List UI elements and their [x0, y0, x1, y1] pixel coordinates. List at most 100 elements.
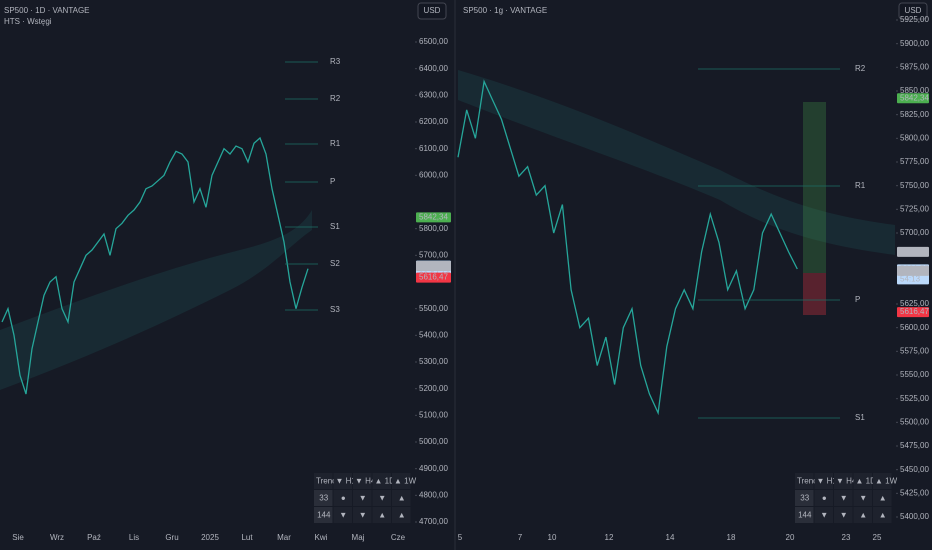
pivot-label: S1	[330, 222, 340, 231]
price-line	[457, 79, 798, 416]
x-tick-label: Maj	[352, 533, 365, 542]
table-cell	[353, 507, 372, 523]
y-tick-label: 6300,00	[419, 90, 448, 99]
y-tick-label: 5800,00	[900, 133, 929, 142]
y-tick-label: 5575,00	[900, 346, 929, 355]
x-tick-label: Kwi	[315, 533, 328, 542]
y-tick-label: 5425,00	[900, 488, 929, 497]
table-value: ▲	[398, 511, 406, 520]
table-header: ▼ H4	[355, 477, 376, 486]
y-tick-label: 5450,00	[900, 465, 929, 474]
y-tick-label: 5725,00	[900, 204, 929, 213]
y-tick-label: 6100,00	[419, 144, 448, 153]
table-cell	[814, 490, 833, 506]
table-value: ▲	[378, 511, 386, 520]
x-tick-label: Wrz	[50, 533, 64, 542]
table-header: ▼ H1	[817, 477, 838, 486]
table-cell	[814, 507, 833, 523]
table-cell	[372, 507, 391, 523]
currency-button[interactable]	[417, 2, 447, 20]
y-tick-label: 5825,00	[900, 110, 929, 119]
y-tick-label: 5100,00	[419, 410, 448, 419]
table-cell	[314, 490, 333, 506]
loss-zone	[803, 273, 826, 315]
y-tick-label: 6200,00	[419, 117, 448, 126]
table-header: Trend	[316, 477, 337, 486]
table-cell	[392, 473, 411, 489]
table-cell	[853, 473, 872, 489]
x-tick-label: 25	[873, 533, 882, 542]
table-cell	[795, 490, 814, 506]
ribbon	[0, 210, 312, 390]
x-tick-label: 12	[605, 533, 614, 542]
table-value: ▲	[859, 511, 867, 520]
table-value: ▼	[359, 494, 367, 503]
x-tick-label: Paź	[87, 533, 101, 542]
y-tick-label: 5400,00	[900, 512, 929, 521]
price-badge-label: 5616,47	[419, 273, 448, 282]
y-tick-label: 5500,00	[419, 304, 448, 313]
table-value: ▼	[359, 511, 367, 520]
table-value: 144	[317, 511, 331, 520]
pivot-label: P	[330, 177, 335, 186]
table-cell	[853, 507, 872, 523]
currency[interactable]: USD	[424, 6, 441, 15]
price-badge	[897, 246, 929, 257]
table-value: ●	[341, 494, 346, 503]
title: SP500 · 1g · VANTAGE	[463, 6, 547, 15]
price-badge-label: 5660,05	[419, 261, 448, 270]
table-value: ▲	[879, 494, 887, 503]
y-tick-label: 4700,00	[419, 517, 448, 526]
x-tick-label: 18	[727, 533, 736, 542]
y-tick-label: 5550,00	[900, 370, 929, 379]
price-badge	[897, 265, 929, 276]
pivot-label: R1	[330, 139, 341, 148]
x-tick-label: Lis	[129, 533, 139, 542]
y-tick-label: 5000,00	[419, 437, 448, 446]
y-tick-label: 5900,00	[900, 39, 929, 48]
y-tick-label: 5400,00	[419, 330, 448, 339]
table-cell	[873, 473, 892, 489]
table-cell	[372, 490, 391, 506]
table-cell	[372, 473, 391, 489]
table-cell	[392, 490, 411, 506]
y-tick-label: 5800,00	[419, 224, 448, 233]
table-cell	[834, 473, 853, 489]
table-header: ▲ 1W	[394, 477, 417, 486]
x-tick-label: Sie	[12, 533, 24, 542]
x-tick-label: Mar	[277, 533, 291, 542]
table-cell	[353, 490, 372, 506]
currency-button[interactable]	[898, 2, 928, 20]
table-cell	[353, 473, 372, 489]
y-tick-label: 5500,00	[900, 417, 929, 426]
price-badge	[897, 93, 929, 104]
title: SP500 · 1D · VANTAGE	[4, 6, 90, 15]
price-badge	[897, 307, 929, 318]
y-tick-label: 5700,00	[900, 228, 929, 237]
y-tick-label: 6000,00	[419, 170, 448, 179]
profit-zone	[803, 102, 826, 273]
table-header: ▲ 1D	[375, 477, 396, 486]
table-cell	[834, 490, 853, 506]
table-cell	[873, 507, 892, 523]
y-tick-label: 5525,00	[900, 394, 929, 403]
table-cell	[333, 490, 352, 506]
x-tick-label: 7	[518, 533, 523, 542]
price-badge-label: 5680,05	[900, 247, 929, 256]
currency[interactable]: USD	[905, 6, 922, 15]
table-header: ▼ H1	[336, 477, 357, 486]
table-value: ▲	[398, 494, 406, 503]
table-value: ▼	[840, 511, 848, 520]
x-tick-label: 10	[548, 533, 557, 542]
y-tick-label: 5925,00	[900, 15, 929, 24]
price-badge	[416, 260, 451, 271]
pivot-label: P	[855, 295, 860, 304]
price-badge	[416, 212, 451, 223]
table-value: 144	[798, 511, 812, 520]
table-cell	[333, 507, 352, 523]
table-header: ▲ 1W	[875, 477, 898, 486]
x-tick-label: Cze	[391, 533, 406, 542]
y-tick-label: 5875,00	[900, 62, 929, 71]
